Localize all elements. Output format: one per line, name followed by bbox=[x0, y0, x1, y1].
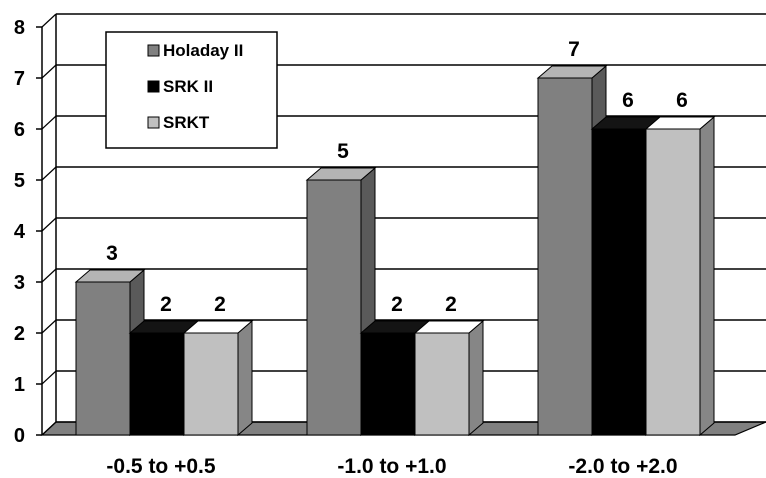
legend-label: SRK II bbox=[163, 77, 213, 96]
y-tick-label: 3 bbox=[14, 272, 25, 294]
gridline-diagonal bbox=[41, 115, 57, 130]
y-tick-label: 6 bbox=[14, 119, 25, 141]
bar-srkt-2 bbox=[413, 319, 485, 437]
gridline-diagonal bbox=[41, 217, 57, 232]
data-label: 3 bbox=[106, 242, 118, 265]
legend-swatch bbox=[147, 116, 160, 129]
y-tick-label: 0 bbox=[14, 425, 25, 447]
gridline-diagonal bbox=[41, 319, 57, 334]
x-category-label: -2.0 to +2.0 bbox=[568, 455, 677, 478]
y-tick-label: 1 bbox=[14, 374, 25, 396]
legend-label: Holaday II bbox=[163, 41, 243, 60]
gridline-diagonal bbox=[41, 64, 57, 79]
data-label: 6 bbox=[676, 89, 688, 112]
x-axis-categories: -0.5 to +0.5 -1.0 to +1.0 -2.0 to +2.0 bbox=[106, 455, 677, 478]
legend-swatch bbox=[147, 44, 160, 57]
y-tick-label: 4 bbox=[14, 221, 26, 243]
legend: Holaday II SRK II SRKT bbox=[105, 31, 278, 149]
y-tick-label: 2 bbox=[14, 323, 25, 345]
data-label: 2 bbox=[391, 293, 403, 316]
data-label: 6 bbox=[622, 89, 634, 112]
bar-srkt-3 bbox=[644, 115, 716, 437]
legend-box bbox=[105, 31, 278, 149]
data-label: 2 bbox=[214, 293, 226, 316]
bars bbox=[74, 64, 716, 437]
data-labels: 3 2 2 5 2 2 7 6 6 bbox=[106, 38, 688, 316]
legend-label: SRKT bbox=[163, 113, 210, 132]
x-category-label: -1.0 to +1.0 bbox=[337, 455, 446, 478]
y-axis-ticks: 0 1 2 3 4 5 6 7 8 bbox=[14, 17, 26, 447]
data-label: 2 bbox=[445, 293, 457, 316]
legend-swatch bbox=[147, 80, 160, 93]
data-label: 2 bbox=[160, 293, 172, 316]
y-tick-label: 8 bbox=[14, 17, 25, 39]
data-label: 7 bbox=[568, 38, 580, 61]
y-tick-label: 5 bbox=[14, 170, 25, 192]
x-category-label: -0.5 to +0.5 bbox=[106, 455, 215, 478]
gridline-diagonal bbox=[41, 370, 57, 385]
data-label: 5 bbox=[337, 140, 349, 163]
y-tick-label: 7 bbox=[14, 68, 25, 90]
bar-srkt-1 bbox=[182, 319, 254, 437]
gridline-diagonal bbox=[41, 166, 57, 181]
gridline-diagonal bbox=[41, 268, 57, 283]
gridline-diagonal bbox=[41, 13, 57, 28]
gridline-diagonal bbox=[41, 421, 57, 436]
